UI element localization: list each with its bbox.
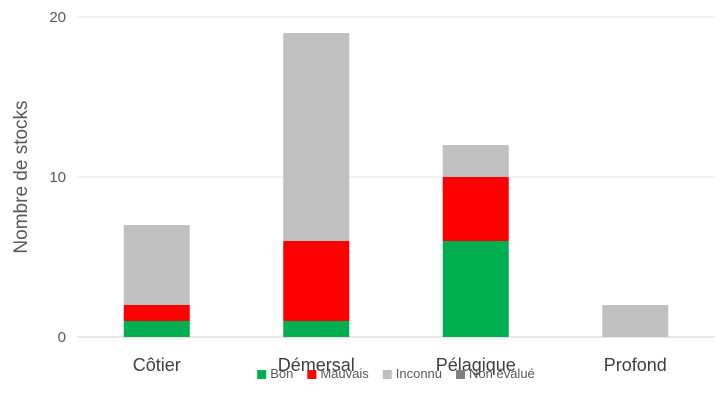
bar-inconnu-3 [602, 305, 669, 337]
y-tick-label: 0 [58, 329, 66, 346]
bar-bon-1 [283, 321, 350, 337]
legend-swatch-bon [257, 370, 267, 379]
y-axis-label: Nombre de stocks [11, 100, 32, 253]
legend-swatch-mauvais [307, 370, 317, 379]
category-label: Pélagique [436, 355, 516, 375]
legend-swatch-non-valu- [456, 370, 466, 379]
y-tick-labels: 0 10 20 [49, 9, 66, 346]
legend-swatch-inconnu [382, 370, 392, 379]
bar-inconnu-0 [123, 225, 190, 305]
bar-mauvais-1 [283, 241, 350, 321]
bars [123, 33, 669, 337]
y-tick-label: 20 [49, 9, 66, 26]
legend-label: Non évalué [469, 366, 535, 381]
category-label: Côtier [133, 355, 181, 375]
bar-bon-0 [123, 321, 190, 337]
bar-mauvais-0 [123, 305, 190, 321]
bar-inconnu-2 [442, 145, 509, 177]
y-tick-label: 10 [49, 169, 66, 186]
category-label: Profond [604, 355, 667, 375]
legend-label: Bon [270, 366, 293, 381]
category-label: Démersal [278, 355, 355, 375]
category-labels: Côtier Démersal Pélagique Profond [133, 355, 667, 375]
bar-bon-2 [442, 241, 509, 337]
bar-mauvais-2 [442, 177, 509, 241]
bar-inconnu-1 [283, 33, 350, 241]
legend: Bon Mauvais Inconnu Non évalué [257, 366, 535, 381]
legend-label: Mauvais [320, 366, 369, 381]
legend-label: Inconnu [396, 366, 442, 381]
